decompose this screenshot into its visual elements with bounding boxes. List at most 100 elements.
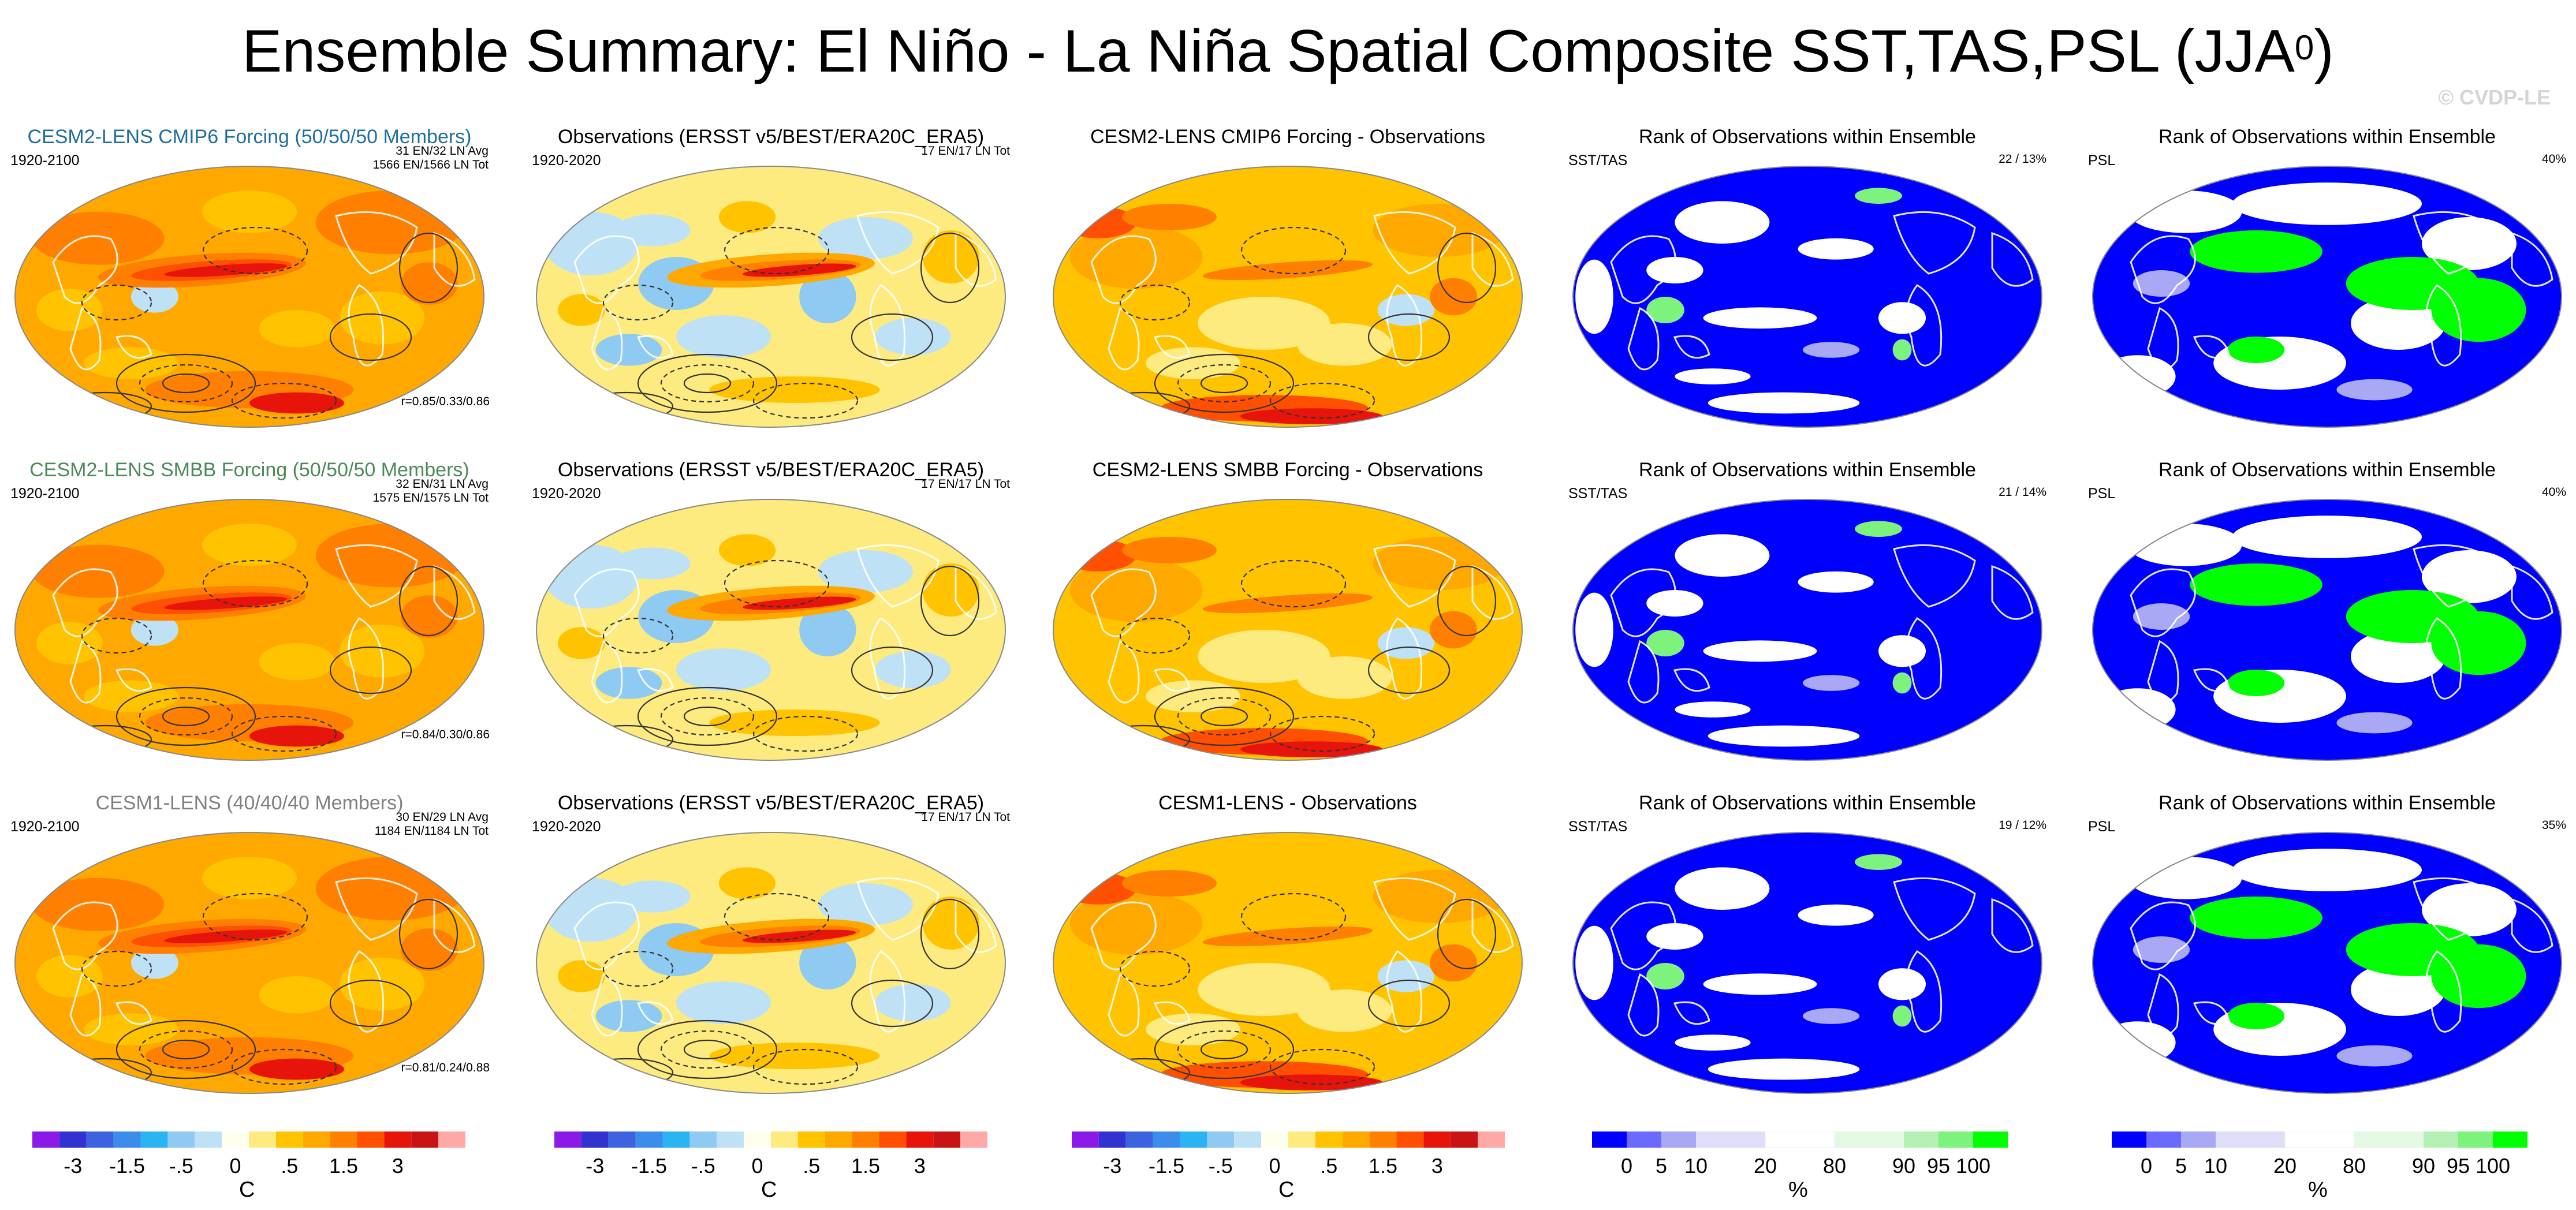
coastline	[1610, 568, 1676, 637]
colorbar-tick-label: 90	[2412, 1154, 2435, 1178]
map-outline	[2092, 499, 2562, 761]
panel-top-left-label: PSL	[2088, 152, 2116, 169]
coastline	[1108, 973, 1140, 1037]
coastline	[591, 973, 623, 1037]
map-anomaly-region	[614, 547, 691, 580]
psl-contour	[202, 226, 308, 275]
coastline	[856, 211, 940, 275]
map-anomaly-region	[31, 211, 165, 265]
colorbar-segment	[1369, 1131, 1397, 1148]
coastline	[115, 668, 152, 692]
colorbar-segment	[581, 1131, 609, 1148]
coastline	[856, 877, 940, 941]
panel-top-right-label: 31 EN/32 LN Avg 1566 EN/1566 LN Tot	[373, 144, 489, 172]
colorbar-segment	[2284, 1131, 2355, 1148]
colorbar-segment	[1207, 1131, 1235, 1148]
psl-contour	[851, 313, 934, 361]
psl-contour	[637, 686, 778, 746]
coastline	[2193, 335, 2230, 359]
map-anomaly-region	[84, 347, 178, 379]
map-anomaly-region	[558, 294, 605, 326]
coastline	[869, 284, 906, 367]
colorbar-tick-label: 1.5	[1369, 1154, 1397, 1178]
panel-top-left-label: 1920-2020	[532, 819, 601, 835]
map-anomaly-region	[2431, 944, 2526, 1009]
psl-contour	[683, 373, 732, 394]
colorbar-tick-label: 3	[914, 1154, 926, 1178]
coastline	[1153, 335, 1191, 359]
map-field	[15, 499, 484, 760]
colorbar-segment	[2146, 1131, 2181, 1148]
panel-top-right-line: 1184 EN/1184 LN Tot	[374, 824, 489, 838]
panel-top-right-line: 17 EN/17 LN Tot	[921, 144, 1010, 158]
psl-contour	[1437, 565, 1497, 637]
psl-contour	[329, 979, 412, 1028]
map-anomaly-region	[249, 392, 344, 414]
map-anomaly-region	[84, 680, 178, 712]
colorbar-segment	[879, 1131, 907, 1148]
map-anomaly-region	[709, 1043, 880, 1069]
colorbar-segment	[249, 1131, 276, 1148]
panel-top-right-label: 30 EN/29 LN Avg 1184 EN/1184 LN Tot	[375, 811, 489, 838]
colorbar-segment	[797, 1131, 825, 1148]
coastline	[1991, 231, 2034, 287]
map-anomaly-region	[1575, 925, 1613, 1000]
colorbar-segment	[662, 1131, 690, 1148]
coastline	[433, 565, 476, 620]
map-outline	[1572, 832, 2042, 1094]
colorbar-segment	[717, 1131, 744, 1148]
map-anomaly-region	[2232, 182, 2422, 225]
panel-correlation-label: r=0.81/0.24/0.88	[401, 1061, 490, 1074]
map-anomaly-region	[1240, 408, 1382, 424]
map-field	[1573, 166, 2042, 427]
coastline	[636, 1001, 674, 1025]
coastline	[2511, 898, 2553, 953]
map-background	[1573, 166, 2042, 427]
map-anomaly-region	[1878, 302, 1926, 334]
coastline	[2511, 231, 2553, 287]
map-anomaly-region	[1646, 297, 1684, 323]
coastline	[1108, 307, 1140, 371]
coastline	[2425, 617, 2462, 700]
colorbar-segment	[1342, 1131, 1370, 1148]
colorbar-segment	[1627, 1131, 1661, 1148]
coastline	[115, 335, 152, 359]
map-anomaly-region	[1802, 675, 1860, 691]
colorbar-segment	[1180, 1131, 1207, 1148]
psl-contour	[724, 892, 830, 941]
map-anomaly-region	[1703, 973, 1817, 995]
map-outline	[1053, 832, 1523, 1094]
map-outline	[536, 832, 1006, 1094]
panel-title: Rank of Observations within Ensemble	[1639, 126, 1976, 148]
map-outline	[14, 832, 484, 1094]
coastline	[2147, 307, 2179, 371]
map-anomaly-region	[718, 867, 776, 899]
psl-contour	[162, 706, 210, 727]
colorbar-units: C	[1278, 1178, 1295, 1202]
psl-contour	[329, 646, 412, 694]
map-anomaly-region	[2227, 1003, 2285, 1029]
panel-top-left-label: 1920-2100	[10, 152, 80, 169]
panel-top-right-label: 21 / 14%	[1999, 486, 2046, 499]
map-outline	[14, 499, 484, 761]
coastline	[1386, 950, 1423, 1033]
map-field	[1053, 499, 1522, 760]
map-anomaly-region	[259, 976, 335, 1014]
colorbar-segment	[852, 1131, 879, 1148]
map-anomaly-region	[1708, 725, 1860, 747]
coastline	[591, 640, 623, 704]
psl-contour	[1200, 373, 1248, 394]
coastline	[1673, 335, 1710, 359]
map-anomaly-region	[1878, 635, 1926, 667]
psl-contour	[81, 950, 152, 987]
map-anomaly-region	[2133, 603, 2190, 630]
psl-contour	[1200, 706, 1248, 727]
map-anomaly-region	[1198, 297, 1330, 350]
psl-contour	[1367, 313, 1451, 361]
colorbar-tick-label: 20	[2273, 1154, 2297, 1178]
psl-contour	[1119, 284, 1191, 321]
colorbar-tick-label: .5	[281, 1154, 298, 1178]
psl-contour	[1437, 232, 1497, 304]
map-anomaly-region	[1798, 238, 1874, 260]
map-panel-r1c3: CESM2-LENS CMIP6 Forcing - Observations	[1045, 126, 1530, 428]
